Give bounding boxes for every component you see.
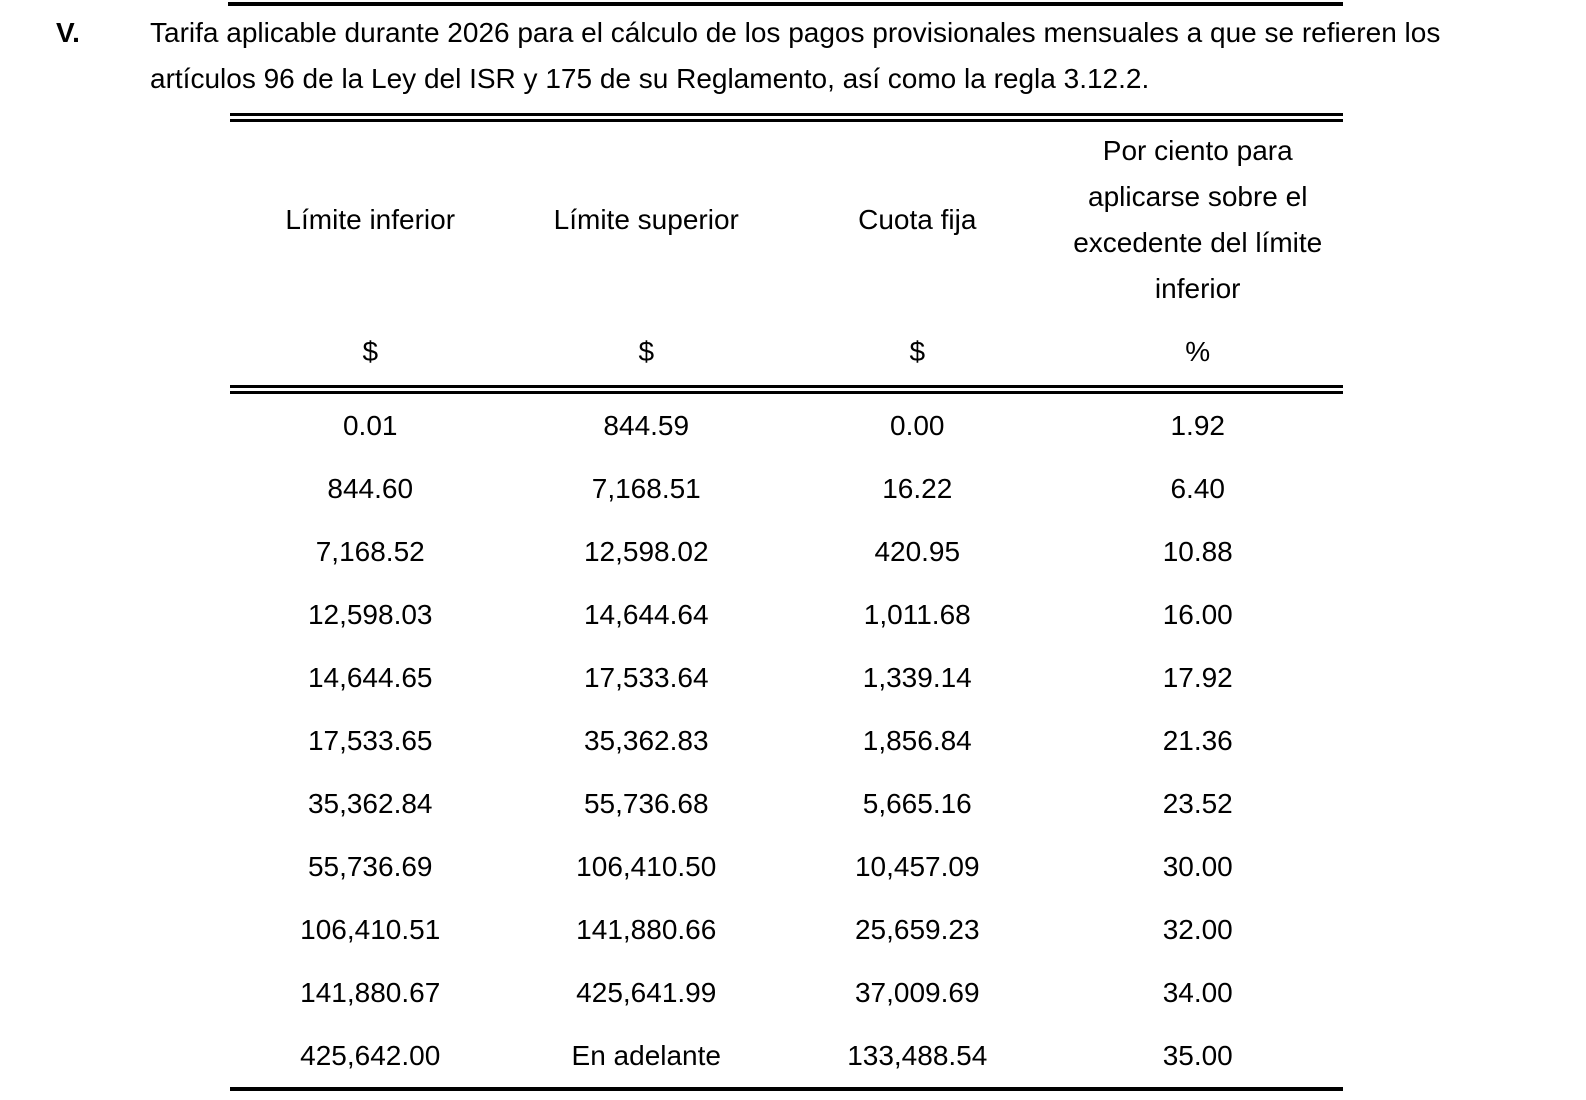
cell-por-ciento: 30.00 <box>1162 850 1233 882</box>
cell-por-ciento: 21.36 <box>1162 724 1233 756</box>
cell-cuota-fija: 1,856.84 <box>862 724 972 756</box>
cell-limite-inferior: 844.60 <box>327 472 414 504</box>
cell-limite-superior: 7,168.51 <box>591 472 701 504</box>
header-limite-superior: Límite superior <box>553 204 739 235</box>
table-row: 0.01 844.59 0.00 1.92 <box>230 394 1343 457</box>
header-por-ciento: Por ciento para aplicarse sobre el exced… <box>1052 122 1342 318</box>
header-cuota-fija: Cuota fija <box>858 204 977 235</box>
cell-limite-superior: 106,410.50 <box>576 850 717 882</box>
cell-cuota-fija: 1,339.14 <box>862 661 972 693</box>
cell-limite-inferior: 425,642.00 <box>300 1039 441 1071</box>
cell-limite-superior: En adelante <box>571 1039 721 1071</box>
table-header-row: Límite inferior Límite superior Cuota fi… <box>230 122 1343 318</box>
cell-por-ciento: 35.00 <box>1162 1039 1233 1071</box>
section-heading: Tarifa aplicable durante 2026 para el cá… <box>150 10 1540 102</box>
cell-limite-inferior: 35,362.84 <box>307 787 433 819</box>
cell-cuota-fija: 5,665.16 <box>862 787 972 819</box>
cell-cuota-fija: 10,457.09 <box>854 850 980 882</box>
cell-por-ciento: 17.92 <box>1162 661 1233 693</box>
cell-cuota-fija: 25,659.23 <box>854 913 980 945</box>
cell-limite-inferior: 106,410.51 <box>300 913 441 945</box>
table-row: 141,880.67 425,641.99 37,009.69 34.00 <box>230 961 1343 1024</box>
unit-percent: % <box>1185 335 1211 367</box>
table-row: 17,533.65 35,362.83 1,856.84 21.36 <box>230 709 1343 772</box>
cell-limite-superior: 17,533.64 <box>583 661 709 693</box>
cell-por-ciento: 32.00 <box>1162 913 1233 945</box>
cell-por-ciento: 23.52 <box>1162 787 1233 819</box>
cell-cuota-fija: 37,009.69 <box>854 976 980 1008</box>
cell-limite-superior: 12,598.02 <box>583 535 709 567</box>
unit-pesos-2: $ <box>638 335 655 367</box>
unit-pesos-3: $ <box>909 335 926 367</box>
cell-cuota-fija: 0.00 <box>890 409 945 441</box>
table-units-row: $ $ $ % <box>230 318 1343 385</box>
cell-limite-superior: 55,736.68 <box>583 787 709 819</box>
table-top-rule <box>230 113 1343 122</box>
table-row: 7,168.52 12,598.02 420.95 10.88 <box>230 520 1343 583</box>
heading-line-1: Tarifa aplicable durante 2026 para el cá… <box>150 17 1441 48</box>
cell-limite-superior: 14,644.64 <box>583 598 709 630</box>
header-por-ciento-line-4: inferior <box>1154 273 1241 304</box>
cell-limite-inferior: 7,168.52 <box>315 535 425 567</box>
cell-por-ciento: 10.88 <box>1162 535 1233 567</box>
heading-line-2: artículos 96 de la Ley del ISR y 175 de … <box>150 63 1150 94</box>
table-row: 425,642.00 En adelante 133,488.54 35.00 <box>230 1024 1343 1087</box>
cell-por-ciento: 34.00 <box>1162 976 1233 1008</box>
header-limite-inferior: Límite inferior <box>285 204 456 235</box>
table-row: 35,362.84 55,736.68 5,665.16 23.52 <box>230 772 1343 835</box>
cell-limite-inferior: 12,598.03 <box>307 598 433 630</box>
cell-limite-inferior: 17,533.65 <box>307 724 433 756</box>
cell-limite-inferior: 14,644.65 <box>307 661 433 693</box>
cell-limite-superior: 844.59 <box>603 409 690 441</box>
cell-cuota-fija: 1,011.68 <box>863 598 971 630</box>
previous-table-bottom-rule <box>228 2 1343 6</box>
header-por-ciento-line-3: excedente del límite <box>1073 227 1323 258</box>
cell-cuota-fija: 420.95 <box>874 535 961 567</box>
unit-pesos-1: $ <box>362 335 379 367</box>
table-header-separator-rule <box>230 385 1343 394</box>
cell-cuota-fija: 133,488.54 <box>847 1039 988 1071</box>
table-row: 14,644.65 17,533.64 1,339.14 17.92 <box>230 646 1343 709</box>
cell-limite-inferior: 141,880.67 <box>300 976 441 1008</box>
table-row: 844.60 7,168.51 16.22 6.40 <box>230 457 1343 520</box>
cell-limite-inferior: 55,736.69 <box>307 850 433 882</box>
cell-limite-superior: 35,362.83 <box>583 724 709 756</box>
cell-por-ciento: 16.00 <box>1162 598 1233 630</box>
tariff-table: Límite inferior Límite superior Cuota fi… <box>230 113 1343 1091</box>
cell-limite-superior: 141,880.66 <box>576 913 717 945</box>
cell-limite-inferior: 0.01 <box>342 409 398 441</box>
table-bottom-rule <box>230 1087 1343 1091</box>
header-por-ciento-line-1: Por ciento para <box>1102 135 1293 166</box>
section-number: V. <box>56 17 80 48</box>
cell-por-ciento: 6.40 <box>1170 472 1225 504</box>
cell-por-ciento: 1.92 <box>1170 409 1225 441</box>
header-por-ciento-line-2: aplicarse sobre el <box>1088 181 1308 212</box>
table-row: 55,736.69 106,410.50 10,457.09 30.00 <box>230 835 1343 898</box>
cell-cuota-fija: 16.22 <box>882 472 953 504</box>
cell-limite-superior: 425,641.99 <box>576 976 717 1008</box>
table-row: 12,598.03 14,644.64 1,011.68 16.00 <box>230 583 1343 646</box>
table-row: 106,410.51 141,880.66 25,659.23 32.00 <box>230 898 1343 961</box>
